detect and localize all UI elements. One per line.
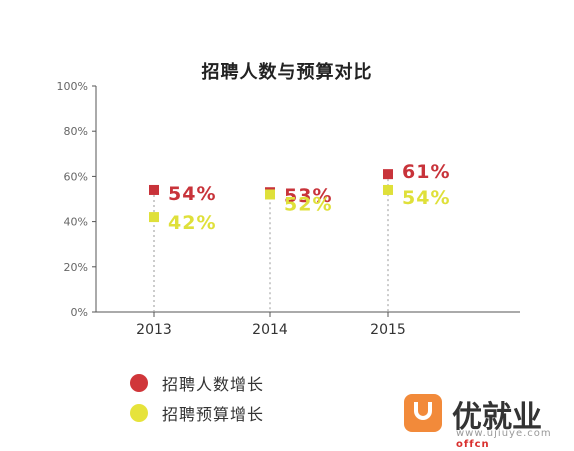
legend-item-budget: 招聘预算增长 bbox=[130, 400, 264, 426]
x-tick-label: 2014 bbox=[252, 322, 288, 338]
y-tick-label: 0% bbox=[71, 306, 88, 319]
data-point-headcount bbox=[149, 184, 159, 195]
data-point-budget bbox=[149, 212, 159, 223]
legend-label-budget: 招聘预算增长 bbox=[162, 405, 265, 424]
legend-item-headcount: 招聘人数增长 bbox=[130, 370, 264, 396]
x-tick-label: 2013 bbox=[136, 322, 172, 338]
data-label-headcount: 54% bbox=[168, 183, 216, 205]
brand-logo-icon bbox=[404, 394, 442, 432]
data-point-budget bbox=[383, 184, 393, 195]
y-tick-label: 80% bbox=[64, 125, 88, 138]
data-label-headcount: 61% bbox=[402, 161, 450, 183]
brand-name: 优就业 bbox=[452, 400, 542, 435]
data-label-budget: 54% bbox=[402, 187, 450, 209]
data-label-budget: 42% bbox=[168, 212, 216, 234]
brand-url-text: www.ujiuye.com bbox=[456, 428, 552, 439]
y-tick-label: 20% bbox=[64, 261, 88, 274]
data-point-headcount bbox=[383, 169, 393, 180]
legend-label-headcount: 招聘人数增长 bbox=[162, 375, 265, 394]
chart-title: 招聘人数与预算对比 bbox=[201, 62, 373, 83]
legend: 招聘人数增长 招聘预算增长 bbox=[130, 370, 264, 430]
brand-url-overlay: offcn bbox=[456, 439, 490, 450]
y-tick-label: 60% bbox=[64, 170, 88, 183]
data-point-budget bbox=[265, 189, 275, 200]
legend-swatch-headcount bbox=[130, 374, 148, 392]
y-tick-label: 100% bbox=[57, 80, 88, 93]
brand-watermark: 优就业 www.ujiuye.com offcn bbox=[400, 392, 570, 450]
data-label-budget: 52% bbox=[284, 193, 332, 215]
data-label-headcount: 53% bbox=[284, 185, 332, 207]
y-tick-label: 40% bbox=[64, 216, 88, 229]
x-tick-label: 2015 bbox=[370, 322, 406, 338]
brand-url: www.ujiuye.com offcn bbox=[456, 428, 570, 450]
legend-swatch-budget bbox=[130, 404, 148, 422]
